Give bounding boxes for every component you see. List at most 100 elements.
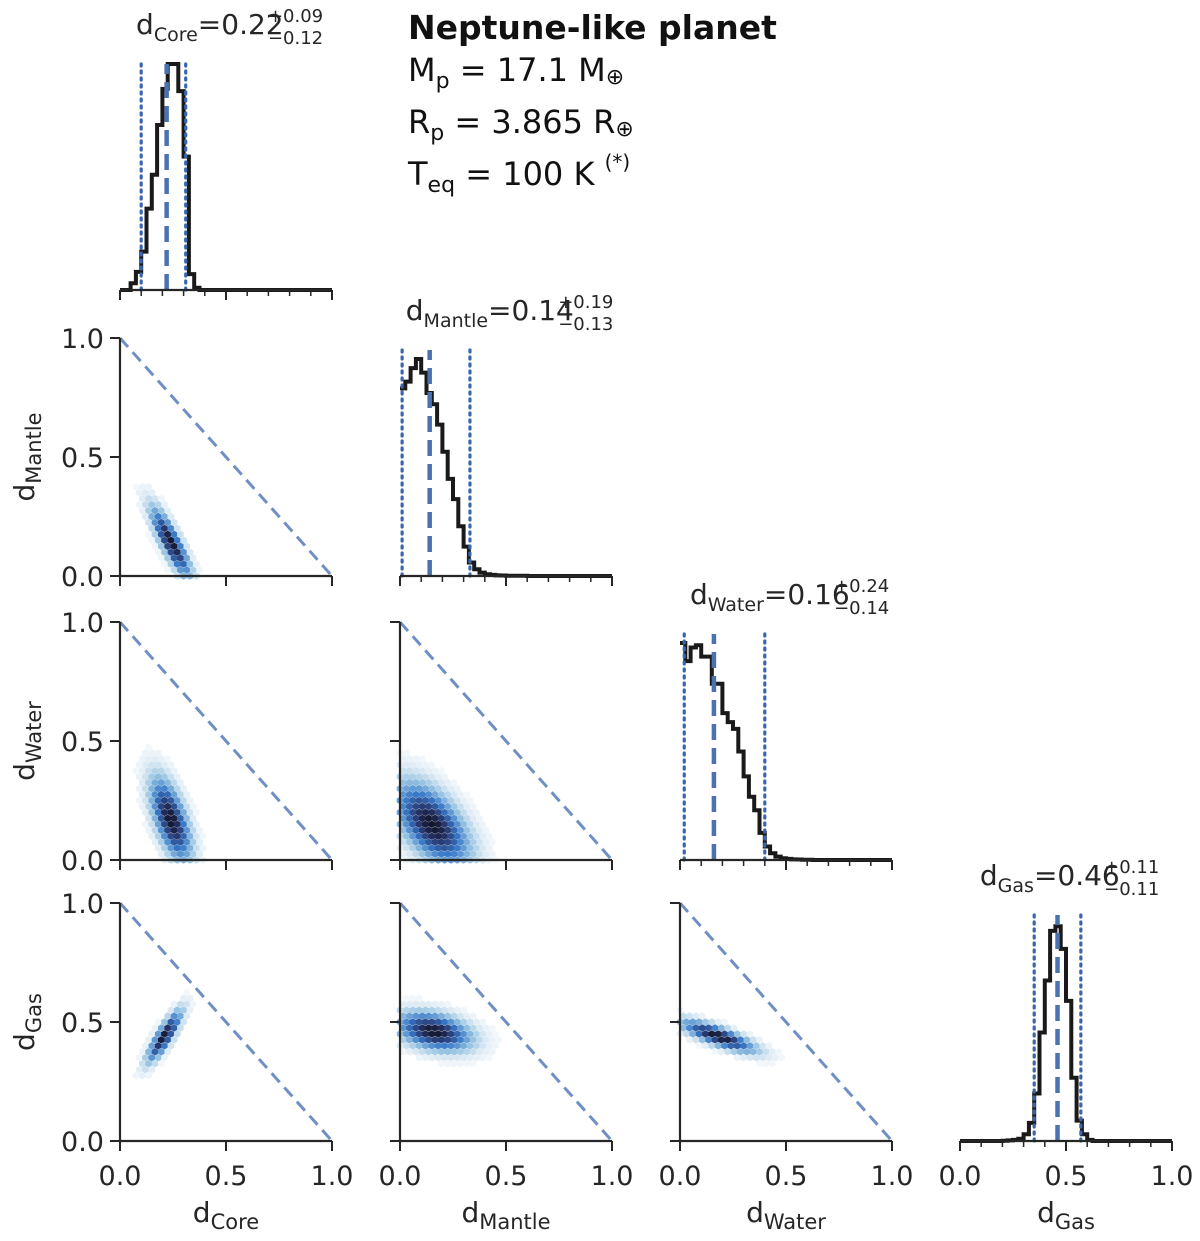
hex-cell — [692, 1012, 700, 1020]
hex-cell — [151, 530, 159, 539]
hex-cell — [479, 1054, 486, 1062]
hex-cell — [154, 820, 162, 828]
hex-cell — [161, 1030, 168, 1038]
hex-cell — [167, 796, 175, 805]
hex-cell — [473, 1054, 480, 1062]
hex-cell — [158, 494, 165, 503]
x-tick-label: 0.5 — [485, 1161, 528, 1192]
hex-cell — [409, 1006, 416, 1014]
hex-cell — [453, 1030, 461, 1038]
hex-cell — [406, 1036, 413, 1044]
hex-cell — [450, 778, 458, 787]
hex-cell — [196, 566, 203, 574]
hex-cell — [148, 1065, 156, 1074]
hex-cell — [425, 1024, 432, 1032]
hex-cell — [447, 1006, 455, 1014]
hex-cell — [161, 524, 168, 533]
hex-cell — [135, 773, 143, 781]
hex-cell — [142, 489, 149, 497]
hex-cell — [161, 796, 168, 805]
y-tick-label: 0.5 — [61, 443, 104, 474]
hex-cell — [132, 483, 140, 491]
hex-cell — [721, 1042, 728, 1050]
hex-cell — [158, 1036, 165, 1044]
hex-cell — [482, 1024, 490, 1032]
hex-cell — [463, 1036, 471, 1044]
hex-cell — [142, 761, 149, 769]
hist-title-core: dCore=0.22 — [136, 8, 316, 46]
hex-cell — [434, 784, 442, 793]
hex-cell — [154, 512, 162, 521]
hex-cell — [161, 761, 168, 769]
y-tick-label: 0.5 — [61, 1008, 104, 1039]
hex-cell — [173, 1030, 181, 1038]
hex-cell — [151, 767, 159, 775]
hex-cell — [170, 1024, 178, 1032]
hex-cell — [399, 1036, 407, 1044]
hex-cell — [466, 820, 474, 828]
hex-cell — [473, 1030, 480, 1038]
hex-cell — [135, 796, 143, 805]
hex-cell — [151, 1048, 159, 1056]
hex-cell — [422, 761, 429, 769]
hex-cell — [425, 767, 432, 775]
hex-cell — [167, 832, 175, 840]
hex-cell — [422, 773, 429, 781]
hex-cell — [177, 826, 184, 834]
hex-cell — [158, 826, 165, 834]
hex-cell — [425, 814, 432, 823]
hex-cell — [170, 838, 178, 846]
hex-cell — [403, 796, 410, 805]
hex-cell — [431, 790, 439, 799]
hex-cell — [399, 1000, 407, 1008]
panel-water-vs-gas: 0.0 0.5 1.0 — [659, 902, 913, 1192]
hex-cell — [183, 988, 191, 996]
hex-cell — [412, 802, 420, 811]
panel-hist-water: dWater=0.16 +0.24−0.14 — [679, 576, 893, 870]
hex-cell — [444, 1012, 451, 1020]
hex-cell — [173, 832, 181, 840]
hex-cell — [183, 814, 191, 823]
constraint-line — [398, 902, 614, 1142]
hex-cell — [177, 530, 184, 539]
y-tick-label: 0.0 — [61, 562, 104, 593]
hex-cell — [428, 1030, 436, 1038]
hex-cell — [768, 1048, 776, 1056]
hex-cell — [425, 1048, 432, 1056]
planet-radius: Rp = 3.865 R⊕ — [408, 103, 634, 146]
hex-cell — [756, 1036, 763, 1044]
hex-cell — [167, 512, 175, 521]
hex-cell — [148, 512, 156, 521]
hex-cell — [431, 802, 439, 811]
constraint-line — [118, 902, 334, 1142]
hex-cell — [151, 778, 159, 787]
hex-cell — [721, 1030, 728, 1038]
hex-cell — [479, 844, 486, 852]
hex-cell — [164, 566, 171, 574]
hex-cell — [409, 761, 416, 769]
hex-cell — [425, 1012, 432, 1020]
hex-cell — [158, 850, 165, 858]
hex-cell — [399, 790, 407, 799]
hex-cell — [167, 536, 175, 544]
hex-cell — [476, 1036, 483, 1044]
hex-cell — [180, 796, 187, 805]
hex-cell — [193, 820, 200, 828]
hex-cell — [154, 548, 162, 556]
hex-cell — [765, 1042, 773, 1050]
hex-cell — [422, 1042, 429, 1050]
hex-cell — [151, 802, 159, 811]
hex-cell — [145, 483, 152, 491]
hex-cell — [189, 802, 197, 811]
hex-cell — [438, 1012, 445, 1020]
x-axis-label-gas: dGas — [1037, 1196, 1095, 1234]
hex-cell — [492, 1042, 499, 1050]
hex-cell — [403, 1006, 410, 1014]
hex-cell — [151, 826, 159, 834]
hex-cell — [485, 832, 493, 840]
hex-cell — [466, 808, 474, 817]
hex-cell — [148, 796, 156, 805]
hex-cell — [444, 850, 451, 858]
hex-cell — [476, 1024, 483, 1032]
hex-cell — [148, 524, 156, 533]
